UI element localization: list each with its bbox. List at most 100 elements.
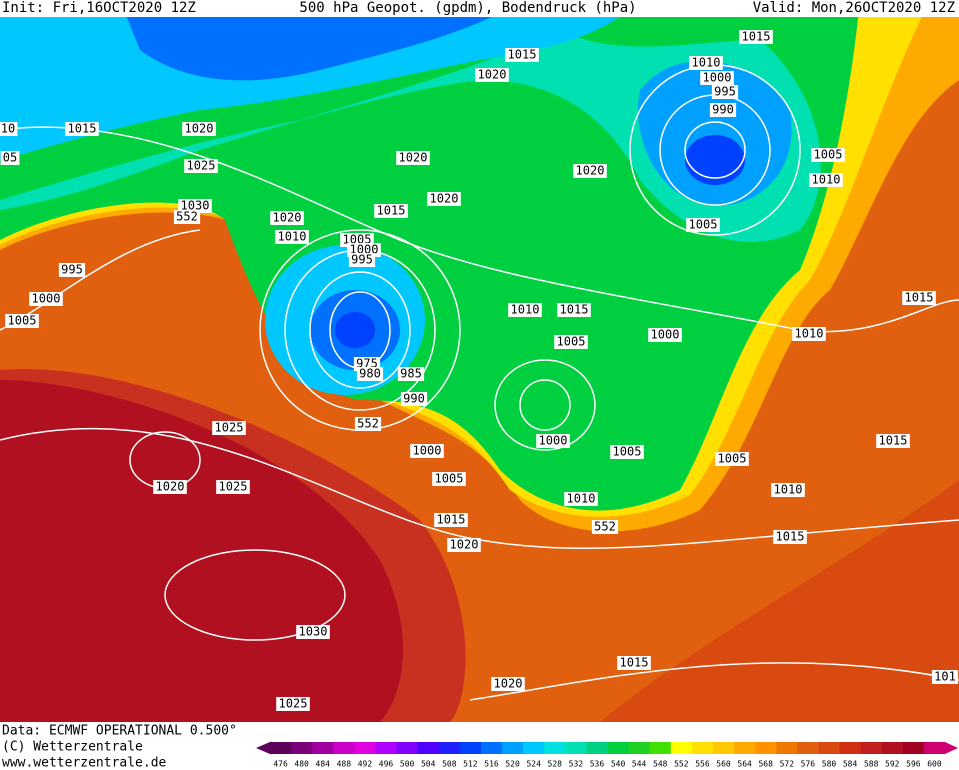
colorbar-label: 504 xyxy=(421,760,436,769)
isobar-label: 1000 xyxy=(413,444,442,458)
isobar-label: 1015 xyxy=(879,434,908,448)
label-box xyxy=(356,367,384,381)
isobar-label: 1025 xyxy=(215,421,244,435)
colorbar-swatch xyxy=(607,742,630,754)
colorbar-label: 568 xyxy=(758,760,773,769)
label-box xyxy=(686,218,720,232)
isobar-label: 1005 xyxy=(435,472,464,486)
label-box xyxy=(153,480,187,494)
label-box xyxy=(396,151,430,165)
colorbar-label: 552 xyxy=(674,760,689,769)
colorbar-swatch xyxy=(923,742,946,754)
isobar-label: 1015 xyxy=(620,656,649,670)
label-box xyxy=(508,303,542,317)
colorbar: 476 480 484 488 492 496 500 504 508 512 516 520 524 5… xyxy=(256,742,958,769)
isobar-label: 1020 xyxy=(576,164,605,178)
label-box xyxy=(65,122,99,136)
colorbar-arrow xyxy=(256,742,270,754)
colorbar-label: 532 xyxy=(569,760,584,769)
isobar-label: 1020 xyxy=(399,151,428,165)
field xyxy=(120,0,520,81)
colorbar-swatch xyxy=(523,742,545,754)
isobar-label: 1005 xyxy=(814,148,843,162)
colorbar-swatch xyxy=(670,742,693,754)
colorbar-swatch xyxy=(839,742,862,754)
map xyxy=(0,0,959,722)
colorbar-label: 520 xyxy=(505,760,520,769)
label-box xyxy=(564,492,598,506)
colorbar-swatch xyxy=(691,742,714,754)
label-box xyxy=(648,328,682,342)
colorbar-swatch xyxy=(755,742,777,754)
label-box xyxy=(58,263,86,277)
colorbar-swatch xyxy=(459,742,482,754)
colorbar-label: 512 xyxy=(463,760,478,769)
isobar-label: 990 xyxy=(403,392,425,406)
colorbar-label: 508 xyxy=(442,760,457,769)
isobar-label: 1020 xyxy=(450,538,479,552)
label-box xyxy=(610,445,644,459)
colorbar-label: 600 xyxy=(927,760,942,769)
isobar-label: 1025 xyxy=(279,697,308,711)
label-box xyxy=(5,314,39,328)
label-box xyxy=(432,472,466,486)
label-box xyxy=(739,30,773,44)
isobar-label: 1015 xyxy=(437,513,466,527)
isobar-label: 980 xyxy=(359,367,381,381)
isobar-label: 995 xyxy=(714,85,736,99)
isobar-label: 1000 xyxy=(32,292,61,306)
colorbar-label: 596 xyxy=(906,760,921,769)
label-box xyxy=(354,417,382,431)
colorbar-label: 564 xyxy=(737,760,752,769)
label-box xyxy=(296,625,330,639)
label-box xyxy=(173,210,201,224)
isobar-label: 1015 xyxy=(905,291,934,305)
field xyxy=(685,135,745,185)
label-box xyxy=(700,71,734,85)
colorbar-swatch xyxy=(586,742,608,754)
label-box xyxy=(348,253,376,267)
label-box xyxy=(792,327,826,341)
label-box xyxy=(447,538,481,552)
colorbar-label: 524 xyxy=(526,760,541,769)
isobar-label: 1020 xyxy=(185,122,214,136)
label-box xyxy=(276,697,310,711)
label-box xyxy=(427,192,461,206)
isobar-label: 1010 xyxy=(567,492,596,506)
colorbar-label: 488 xyxy=(337,760,352,769)
isobar-label: 1000 xyxy=(651,328,680,342)
label-box xyxy=(397,367,425,381)
label-box xyxy=(374,204,408,218)
label-box xyxy=(182,122,216,136)
colorbar-swatch xyxy=(312,742,334,754)
colorbar-label: 476 xyxy=(273,760,288,769)
label-box xyxy=(557,303,591,317)
isobar-label: 552 xyxy=(357,417,379,431)
isobar-label: 05 xyxy=(3,151,17,165)
isobar-label: 1005 xyxy=(613,445,642,459)
colorbar-swatch xyxy=(480,742,503,754)
label-box xyxy=(902,291,936,305)
init-time: Init: Fri,16OCT2020 12Z xyxy=(2,0,196,16)
map-title: 500 hPa Geopot. (gpdm), Bodendruck (hPa) xyxy=(299,0,636,16)
label-box xyxy=(811,148,845,162)
label-box xyxy=(771,483,805,497)
label-box xyxy=(0,122,18,136)
label-box xyxy=(715,452,749,466)
isobar-label: 1010 xyxy=(812,173,841,187)
data-source: Data: ECMWF OPERATIONAL 0.500° xyxy=(2,724,237,739)
colorbar-label: 592 xyxy=(885,760,900,769)
colorbar-label: 500 xyxy=(400,760,415,769)
label-box xyxy=(212,421,246,435)
isobar-label: 1025 xyxy=(187,159,216,173)
label-box xyxy=(434,513,468,527)
colorbar-swatch xyxy=(291,742,313,754)
colorbar-swatch xyxy=(734,742,756,754)
colorbar-swatch xyxy=(881,742,904,754)
label-box xyxy=(0,151,20,165)
isobar-label: 101 xyxy=(934,670,956,684)
label-box xyxy=(617,656,651,670)
colorbar-swatch xyxy=(649,742,672,754)
colorbar-swatch xyxy=(544,742,566,754)
